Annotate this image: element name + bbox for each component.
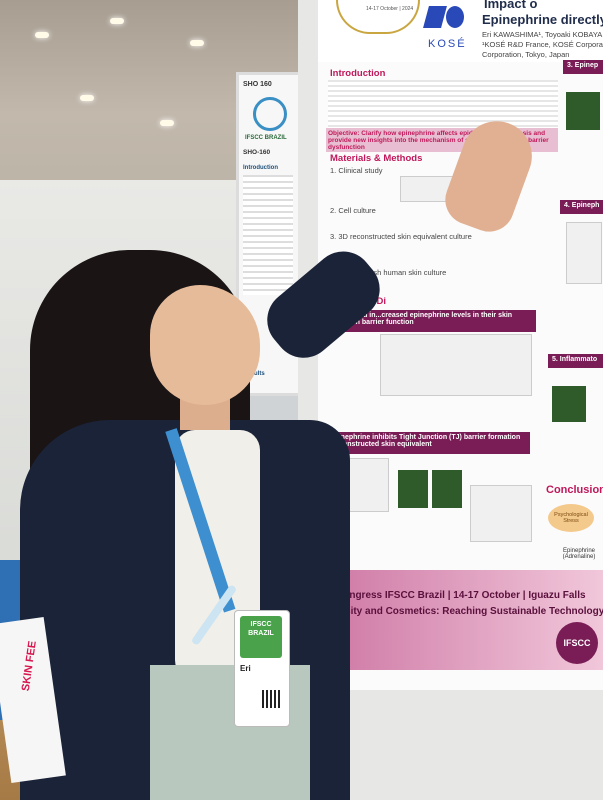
- result-bar-1: 1. Stressed in...creased epinephrine lev…: [326, 310, 536, 332]
- method-4: 4. Ex vivo fresh human skin culture: [330, 268, 447, 277]
- neighbor-section-intro: Introduction: [243, 165, 278, 171]
- poster-authors: Eri KAWASHIMA¹, Toyoaki KOBAYA: [482, 30, 603, 39]
- cell-image: [398, 470, 428, 508]
- cell-image: [432, 470, 462, 508]
- poster-affiliation-2: Corporation, Tokyo, Japan: [482, 50, 570, 59]
- method-1: 1. Clinical study: [330, 166, 383, 175]
- neighbor-text-block: [243, 175, 293, 295]
- section-methods: Materials & Methods: [330, 153, 423, 164]
- result-2-cldn-chart: [470, 485, 532, 542]
- footer-theme: versity and Cosmetics: Reaching Sustaina…: [330, 606, 603, 617]
- right-figure-4: [566, 222, 602, 284]
- neighbor-poster-tag2: SHO-160: [243, 149, 271, 156]
- psych-stress-bubble: Psychological Stress: [548, 504, 594, 532]
- introduction-text: [328, 80, 558, 128]
- neighbor-poster-tag: SHO 160: [243, 81, 272, 88]
- footer-congress: Congress IFSCC Brazil | 14-17 October | …: [336, 590, 586, 601]
- section-conclusion: Conclusion: [546, 484, 603, 496]
- badge-logo: IFSCC BRAZIL: [240, 616, 282, 658]
- poster-footer: [330, 570, 603, 670]
- method-2: 2. Cell culture: [330, 206, 376, 215]
- result-bar-2: 2. Epinephrine inhibits Tight Junction (…: [318, 432, 530, 454]
- qr-code-icon: [262, 690, 280, 708]
- epinephrine-label: Epinephrine (Adrenaline): [562, 548, 596, 560]
- cell-image: [566, 92, 600, 130]
- neighbor-logo-text: IFSCC BRAZIL: [245, 135, 287, 141]
- right-bar-3: 3. Epinep: [563, 60, 603, 74]
- badge-name: Eri: [240, 664, 251, 673]
- section-introduction: Introduction: [330, 68, 386, 79]
- presenter-face: [150, 285, 260, 405]
- poster-title-line2: Epinephrine directly: [482, 12, 603, 27]
- ceiling-light: [160, 120, 174, 126]
- ceiling-light: [110, 18, 124, 24]
- right-bar-5: 5. Inflammato: [548, 354, 603, 368]
- kose-brand: KOSÉ: [428, 38, 467, 50]
- result-1-charts: [380, 334, 532, 396]
- congress-date: 14-17 October | 2024: [366, 6, 414, 12]
- method-3: 3. 3D reconstructed skin equivalent cult…: [330, 232, 472, 241]
- cell-image: [552, 386, 586, 422]
- poster-affiliation-1: ¹KOSÉ R&D France, KOSÉ Corpora: [482, 40, 603, 49]
- ifscc-logo: IFSCC: [556, 622, 598, 664]
- poster-title-line1: Impact o: [484, 0, 538, 11]
- ceiling-light: [80, 95, 94, 101]
- neighbor-logo-icon: [253, 97, 287, 131]
- kose-logo-icon: [423, 6, 468, 36]
- right-bar-4: 4. Epineph: [560, 200, 603, 214]
- ceiling-light: [35, 32, 49, 38]
- ceiling-light: [190, 40, 204, 46]
